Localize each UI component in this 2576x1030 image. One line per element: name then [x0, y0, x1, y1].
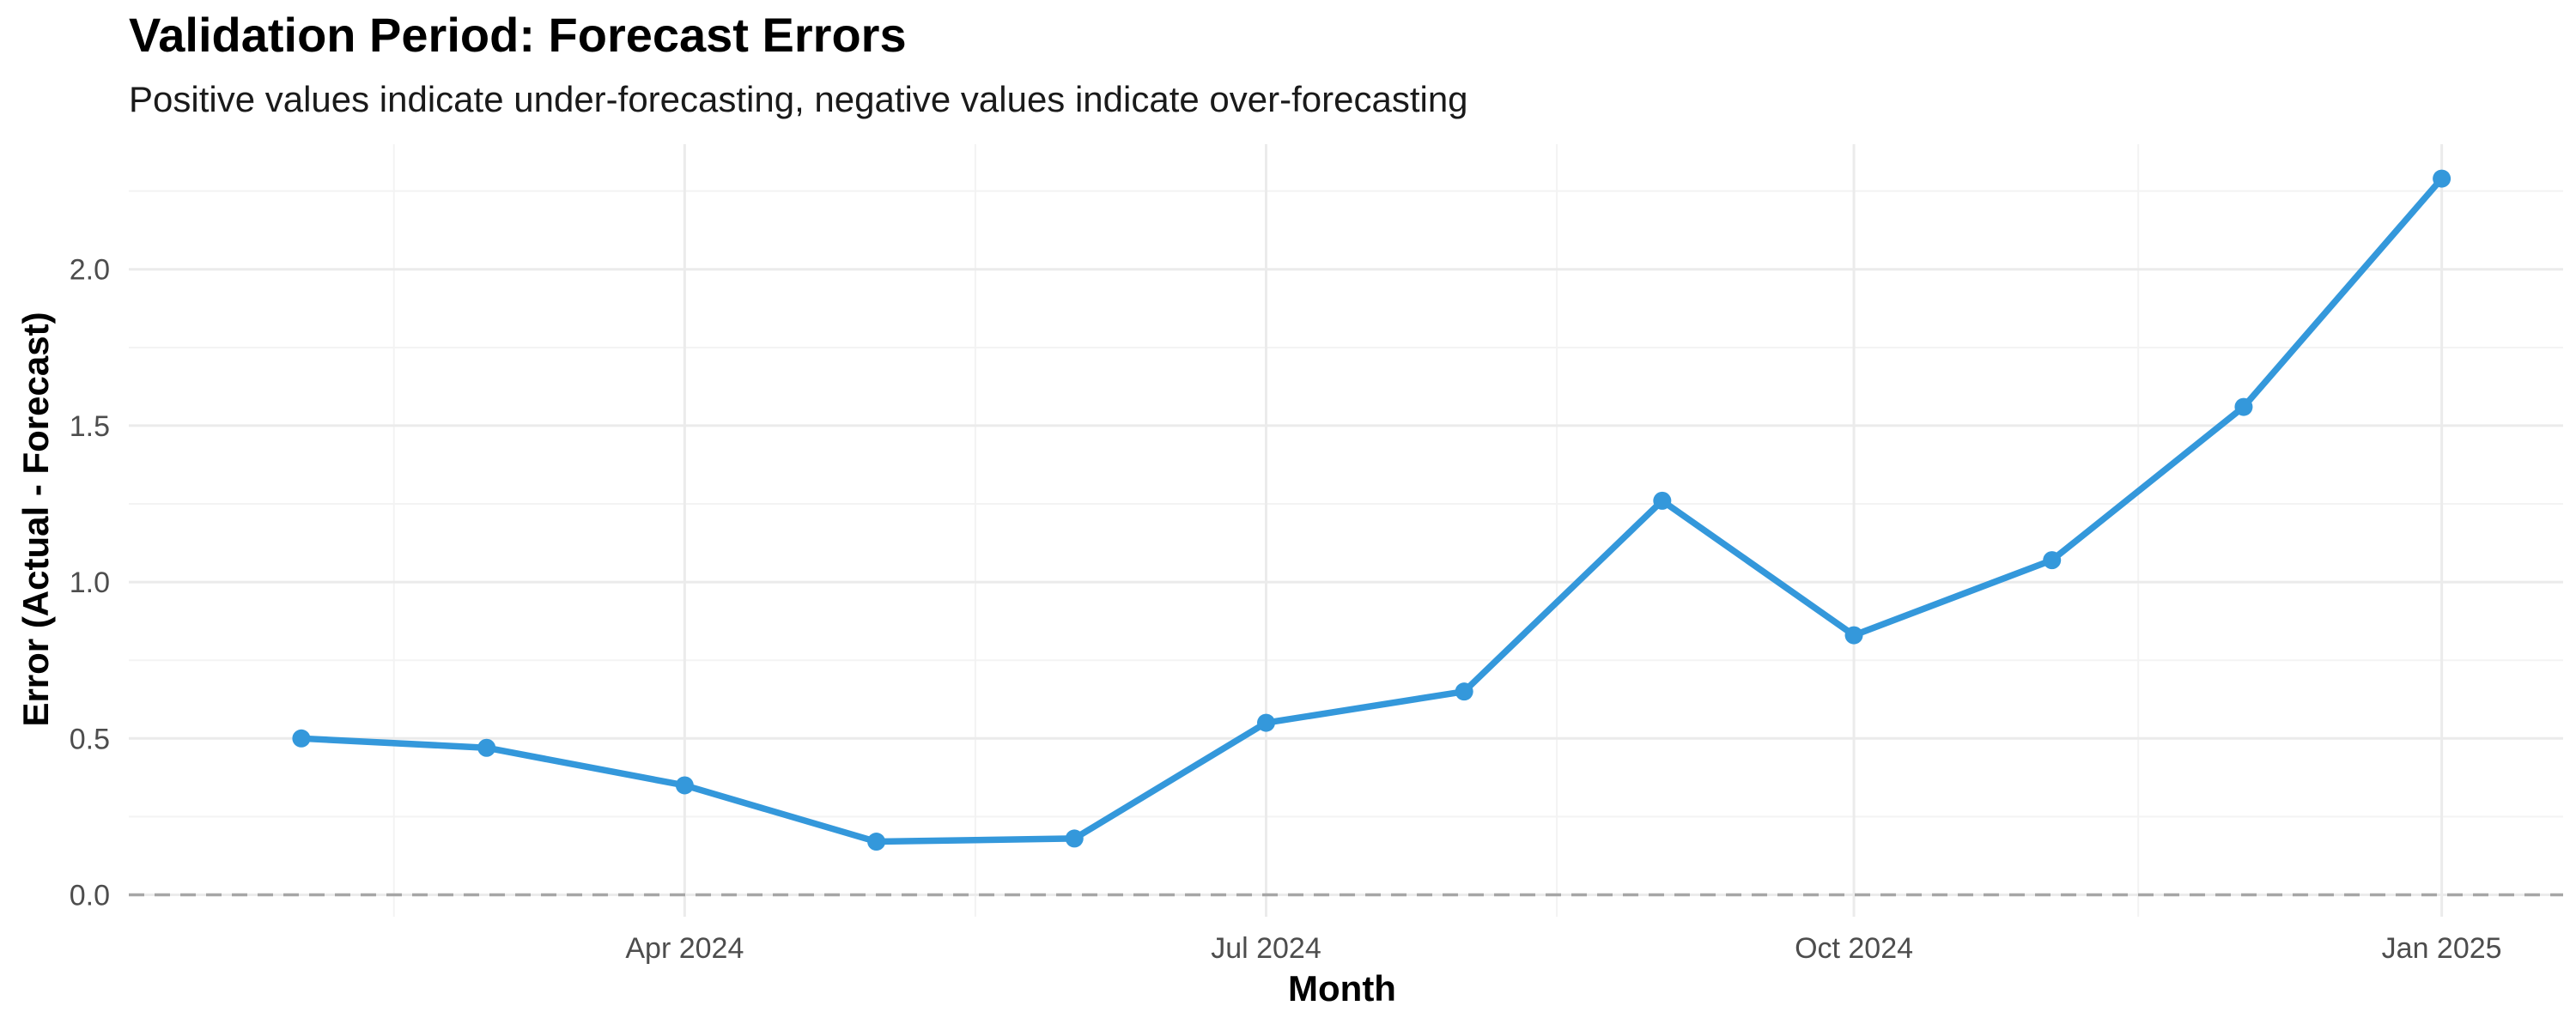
- data-point: [867, 833, 886, 851]
- y-axis-ticks: 0.0 0.5 1.0 1.5 2.0: [70, 254, 110, 912]
- chart-title: Validation Period: Forecast Errors: [129, 8, 907, 62]
- x-axis-title: Month: [1288, 968, 1396, 1009]
- data-point: [1455, 682, 1473, 701]
- y-tick-label: 0.0: [70, 879, 110, 912]
- chart-subtitle: Positive values indicate under-forecasti…: [129, 79, 1468, 119]
- series-line: [298, 175, 2445, 845]
- y-tick-label: 0.5: [70, 723, 110, 755]
- x-tick-label: Apr 2024: [625, 932, 744, 965]
- grid-lines: [129, 144, 2563, 917]
- x-tick-label: Jan 2025: [2382, 932, 2502, 965]
- data-point: [675, 776, 694, 795]
- data-point: [1844, 626, 1863, 645]
- y-tick-label: 1.5: [70, 410, 110, 443]
- y-axis-title: Error (Actual - Forecast): [15, 312, 56, 726]
- data-point: [477, 738, 496, 757]
- data-point: [2234, 397, 2253, 416]
- y-tick-label: 1.0: [70, 566, 110, 599]
- x-axis-ticks: Apr 2024 Jul 2024 Oct 2024 Jan 2025: [625, 932, 2501, 965]
- data-point: [1256, 713, 1275, 732]
- data-point: [2043, 551, 2062, 570]
- y-tick-label: 2.0: [70, 254, 110, 287]
- error-series: [292, 169, 2451, 851]
- data-point: [292, 729, 311, 748]
- data-point: [2433, 169, 2451, 188]
- x-tick-label: Jul 2024: [1211, 932, 1321, 965]
- data-point: [1065, 829, 1084, 848]
- x-tick-label: Oct 2024: [1795, 932, 1913, 965]
- data-point: [1653, 491, 1672, 510]
